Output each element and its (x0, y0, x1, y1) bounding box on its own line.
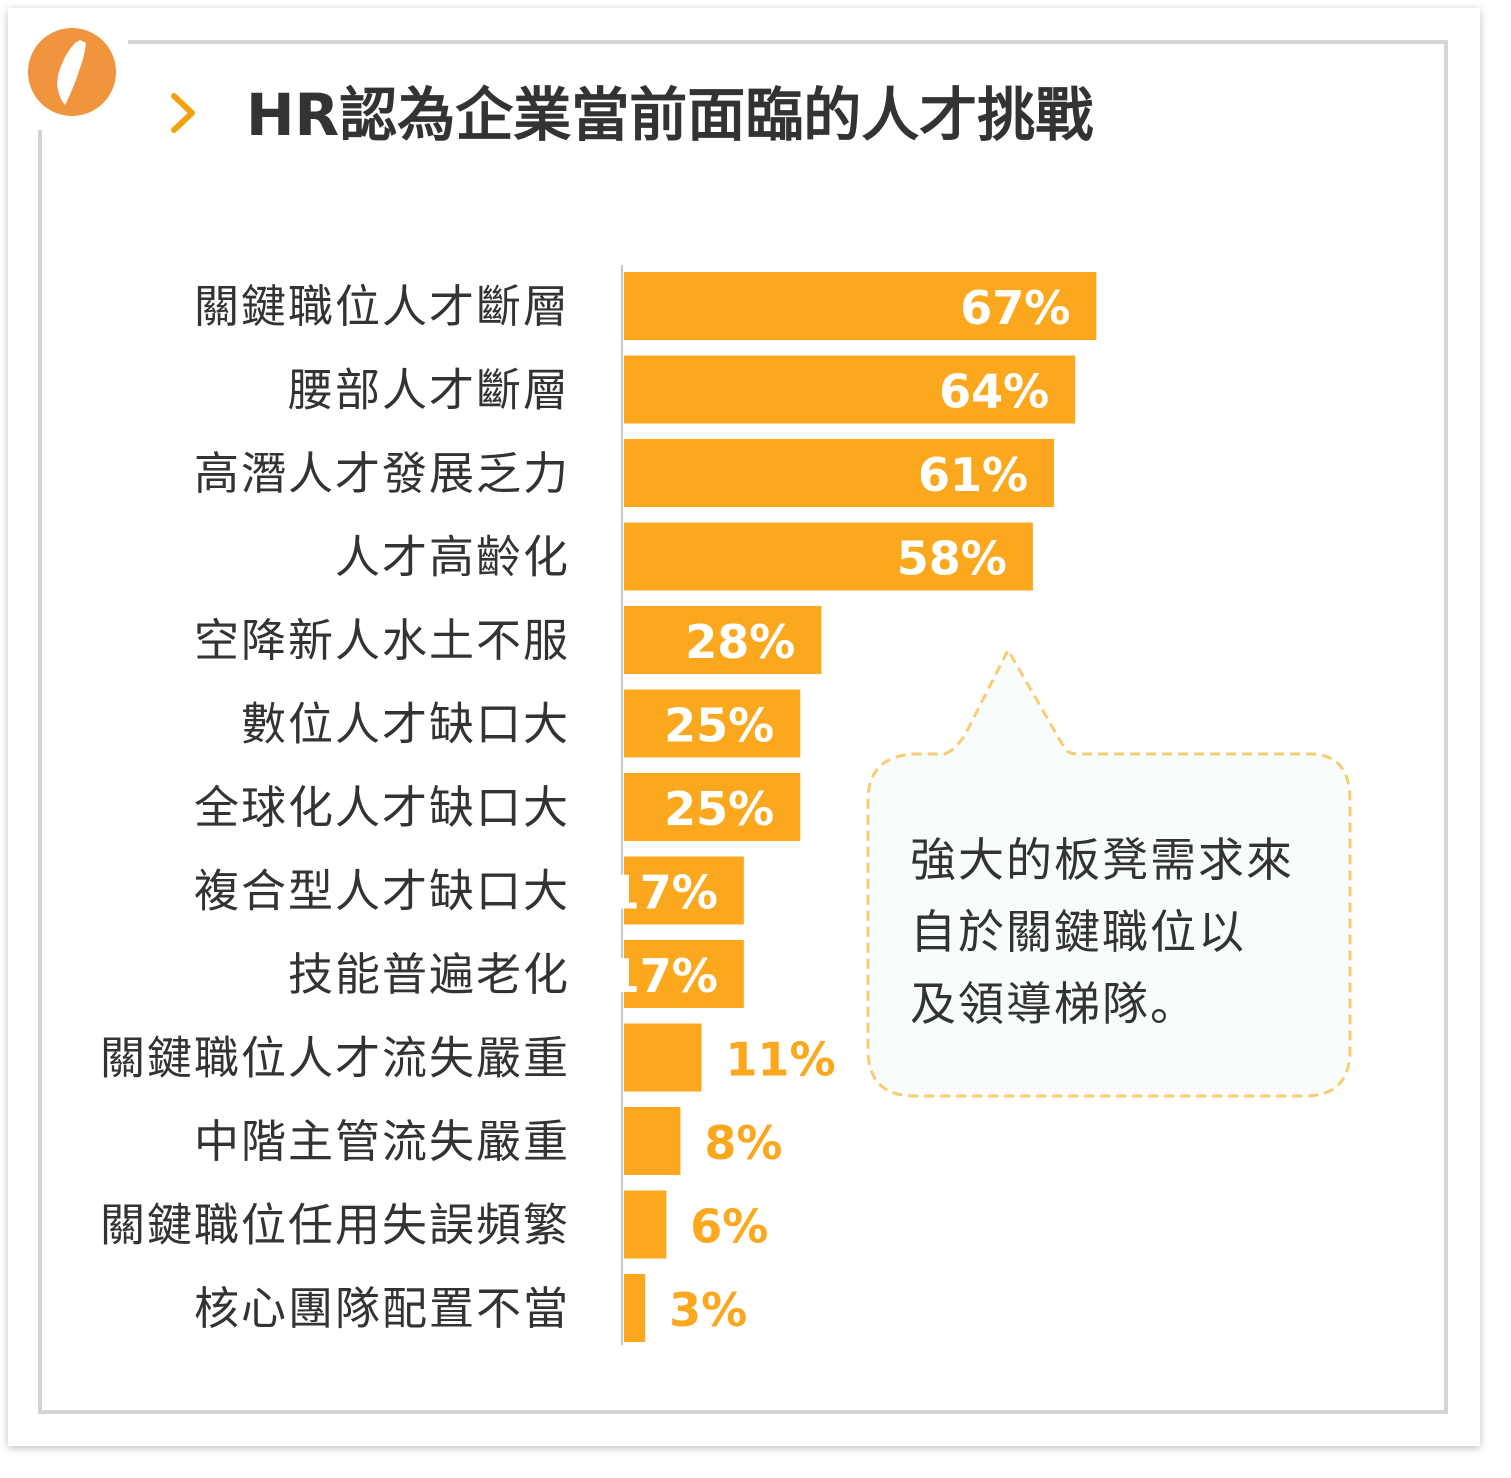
category-label: 核心團隊配置不當 (194, 1282, 570, 1335)
value-label: 67% (960, 281, 1070, 335)
badge (28, 28, 116, 116)
category-label: 空降新人水土不服 (194, 614, 570, 667)
bar (624, 439, 1055, 507)
value-label: 8% (704, 1116, 782, 1170)
category-label: 高潛人才發展乏力 (194, 447, 570, 500)
bar (624, 272, 1097, 340)
category-label: 技能普遍老化 (288, 948, 570, 1001)
bar (624, 522, 1033, 591)
chart-title: HR認為企業當前面臨的人才挑戰 (246, 81, 1094, 149)
value-label: 28% (685, 615, 795, 669)
category-label: 關鍵職位任用失誤頻繁 (100, 1199, 570, 1252)
chevron-right-icon (171, 93, 195, 133)
value-label: 25% (664, 699, 774, 753)
callout-line: 自於關鍵職位以 (910, 905, 1246, 959)
bar (624, 606, 822, 674)
bar (624, 689, 801, 758)
bar (624, 1274, 646, 1342)
category-label: 關鍵職位人才流失嚴重 (100, 1032, 570, 1085)
bar (624, 773, 801, 841)
value-label: 17% (608, 866, 718, 920)
category-label: 數位人才缺口大 (241, 698, 570, 751)
callout-line: 強大的板凳需求來 (910, 833, 1294, 887)
value-label: 11% (726, 1033, 836, 1087)
value-label: 3% (669, 1283, 747, 1337)
category-label: 全球化人才缺口大 (194, 781, 570, 834)
callout-text: 強大的板凳需求來 自於關鍵職位以 及領導梯隊。 (910, 824, 1330, 1040)
value-label: 17% (608, 949, 718, 1003)
bar (624, 940, 744, 1008)
category-label: 中階主管流失嚴重 (194, 1115, 570, 1168)
content-frame (38, 40, 1448, 1414)
value-label: 64% (939, 365, 1049, 419)
bar (624, 856, 744, 925)
value-label: 61% (918, 448, 1028, 502)
value-label: 58% (897, 532, 1007, 586)
callout-line: 及領導梯隊。 (910, 977, 1198, 1031)
bar (624, 355, 1076, 424)
category-label: 人才高齡化 (335, 531, 570, 584)
value-label: 6% (690, 1200, 768, 1254)
bar (624, 1107, 681, 1175)
bar (624, 1023, 702, 1092)
category-label: 關鍵職位人才斷層 (194, 280, 570, 333)
value-label: 25% (664, 782, 774, 836)
category-label: 腰部人才斷層 (288, 364, 570, 417)
bar (624, 1190, 667, 1259)
category-label: 複合型人才缺口大 (194, 865, 570, 918)
taiwan-map-icon (57, 40, 86, 105)
